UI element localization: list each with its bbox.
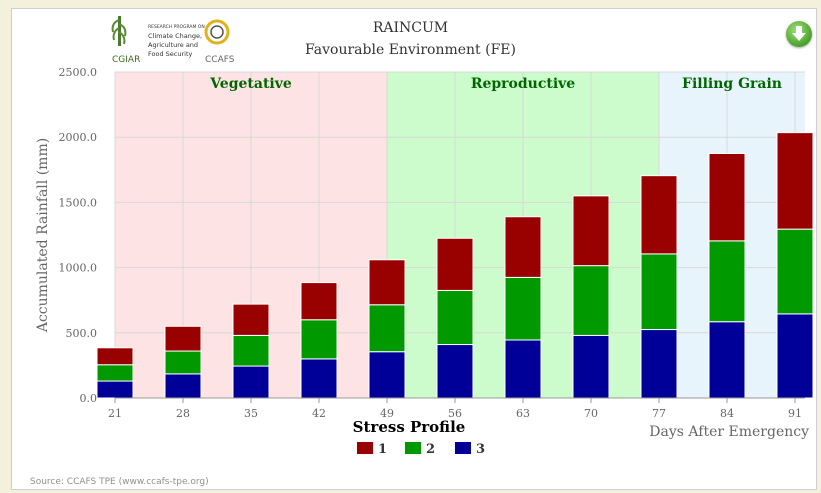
x-tick-label: 28 [176,407,190,420]
bar-segment-series-3 [504,339,542,399]
legend-label-2: 2 [426,442,435,457]
bar-segment-series-1 [300,282,338,321]
bar-segment-series-1 [368,259,406,306]
bar-segment-series-3 [164,373,202,399]
y-tick-label: 1000.0 [59,262,98,275]
download-arrow-icon [792,26,806,41]
y-tick-label: 2000.0 [59,131,98,144]
legend-label-1: 1 [378,442,387,457]
legend-swatch-3 [455,442,471,454]
x-tick-label: 84 [720,407,734,420]
bar-segment-series-1 [640,175,678,255]
download-button[interactable] [786,21,812,47]
y-tick-label: 0.0 [80,392,98,405]
bar-segment-series-2 [164,350,202,375]
phase-label: Vegetative [209,76,292,92]
cgiar-logo-icon: CGIAR [111,16,140,65]
bar-segment-series-3 [232,365,270,399]
bar-segment-series-2 [708,240,746,323]
bar-segment-series-1 [164,325,202,352]
bar-segment-series-3 [572,334,610,399]
program-line-1: RESEARCH PROGRAM ON [148,24,205,30]
bar-segment-series-1 [572,195,610,267]
program-line-2: Climate Change, [148,32,202,40]
program-line-4: Food Security [148,50,192,58]
y-axis-title: Accumulated Rainfall (mm) [35,138,51,333]
x-axis-title: Days After Emergency [649,424,809,440]
y-tick-label: 2500.0 [59,66,98,79]
legend-title: Stress Profile [353,418,466,436]
bar-segment-series-3 [436,344,474,399]
bar-segment-series-2 [776,228,814,315]
bar-segment-series-2 [368,304,406,353]
bar-segment-series-1 [96,347,134,366]
y-tick-label: 1500.0 [59,196,98,209]
x-tick-label: 21 [108,407,122,420]
x-tick-label: 91 [788,407,802,420]
legend-swatch-2 [405,442,421,454]
bar-segment-series-3 [640,329,678,399]
bar-segment-series-3 [368,351,406,399]
x-tick-label: 42 [312,407,326,420]
x-tick-label: 63 [516,407,530,420]
bar-segment-series-2 [572,265,610,336]
x-tick-label: 49 [380,407,394,420]
legend-label-3: 3 [476,442,485,457]
bar-segment-series-3 [776,313,814,399]
x-tick-label: 56 [448,407,462,420]
bar-segment-series-3 [96,380,134,399]
bar-segment-series-2 [640,253,678,331]
bar-segment-series-2 [504,276,542,341]
y-tick-label: 500.0 [66,327,98,340]
legend-swatch-1 [357,442,373,454]
bar-segment-series-1 [436,237,474,291]
x-tick-label: 70 [584,407,598,420]
cgiar-label: CGIAR [112,55,140,65]
program-line-3: Agriculture and [148,41,198,49]
phase-label: Filling Grain [682,76,782,92]
bar-segment-series-2 [232,334,270,367]
chart-subtitle: Favourable Environment (FE) [305,42,516,58]
x-tick-label: 35 [244,407,258,420]
bar-segment-series-1 [708,153,746,242]
bar-segment-series-3 [300,358,338,399]
bar-segment-series-3 [708,321,746,399]
source-credit: Source: CCAFS TPE (www.ccafs-tpe.org) [30,477,209,487]
bar-segment-series-2 [300,319,338,360]
bar-segment-series-1 [504,216,542,278]
bar-segment-series-1 [232,303,270,336]
bar-segment-series-1 [776,132,814,230]
bar-segment-series-2 [436,289,474,346]
bar-segment-series-2 [96,364,134,382]
ccafs-label: CCAFS [205,55,235,65]
x-tick-label: 77 [652,407,666,420]
chart-title: RAINCUM [372,20,449,36]
ccafs-logo-icon: CCAFS [204,19,235,65]
logos: CGIAR RESEARCH PROGRAM ON Climate Change… [110,14,235,66]
phase-label: Reproductive [471,76,575,92]
